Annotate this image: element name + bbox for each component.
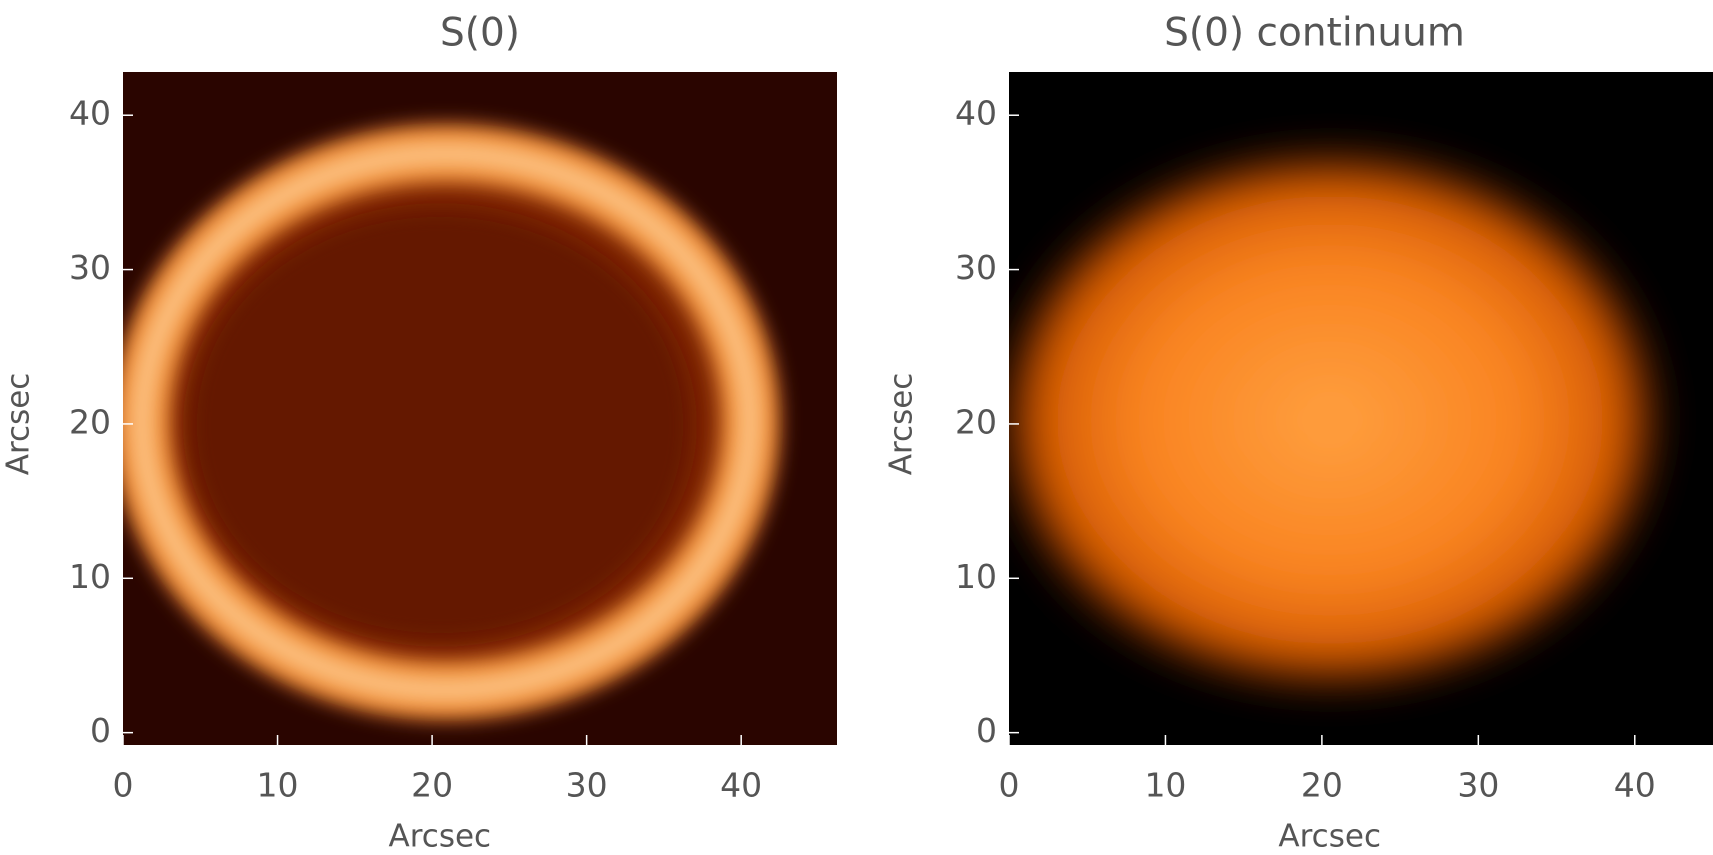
y-tick-label: 40 [955,94,997,133]
x-axis-label: Arcsec [389,819,492,855]
panel-title: S(0) continuum [1164,11,1465,56]
y-tick-label: 10 [955,557,997,596]
y-tick-label: 30 [955,248,997,287]
ring-image [123,72,837,745]
y-tick-label: 0 [90,711,111,750]
continuum-image [1009,72,1713,745]
y-tick-label: 30 [69,248,111,287]
x-tick-label: 20 [1301,766,1343,805]
y-tick-label: 40 [69,94,111,133]
x-tick-label: 30 [1457,766,1499,805]
x-tick-label: 0 [113,766,134,805]
x-axis-label: Arcsec [1278,819,1381,855]
y-tick-label: 20 [955,402,997,441]
x-tick-label: 20 [411,766,453,805]
x-tick-label: 40 [720,766,762,805]
y-tick-label: 20 [69,402,111,441]
y-axis-label: Arcsec [1,373,37,476]
y-axis-label: Arcsec [884,373,920,476]
x-tick-label: 40 [1614,766,1656,805]
x-tick-label: 30 [566,766,608,805]
y-tick-label: 10 [69,557,111,596]
y-tick-label: 0 [976,711,997,750]
x-tick-label: 10 [257,766,299,805]
x-tick-label: 0 [999,766,1020,805]
x-tick-label: 10 [1144,766,1186,805]
panel-title: S(0) [440,11,520,56]
